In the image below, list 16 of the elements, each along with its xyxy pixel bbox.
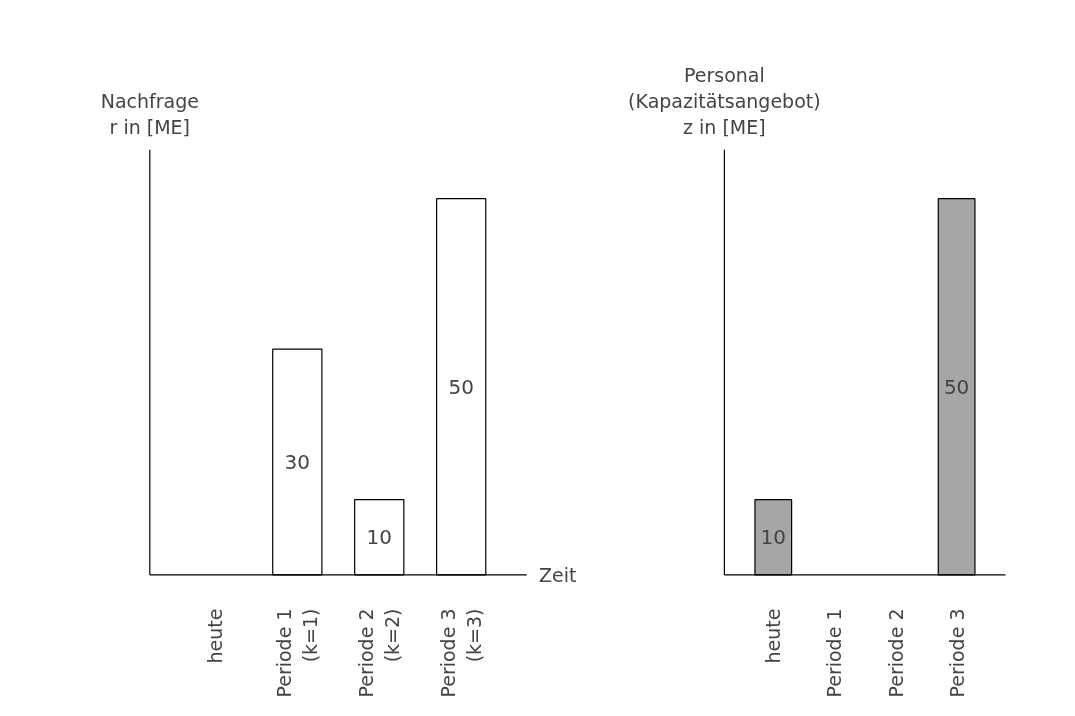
x-tick-label: Periode 2 (k=2) (355, 608, 404, 698)
x-tick-label: Periode 3 (k=3) (436, 608, 486, 698)
data-label: 30 (284, 450, 311, 475)
x-tick-label: Periode 2 (884, 608, 907, 698)
x-tick-label: Periode 1 (823, 608, 846, 698)
x-tick-label: Periode 3 (945, 608, 968, 698)
data-label: 50 (943, 374, 970, 399)
x-tick-label: heute (762, 608, 785, 664)
y-axis-title: Nachfrage r in [ME] (100, 90, 199, 139)
x-axis-title: Zeit (539, 563, 577, 586)
x-tick-label: Periode 1 (k=1) (273, 608, 322, 698)
data-label: 10 (760, 525, 787, 550)
data-label: 10 (366, 525, 392, 550)
data-label: 50 (448, 374, 474, 399)
x-tick-label: heute (204, 608, 227, 664)
y-axis-title: Personal (Kapazitätsangebot) z in [ME] (628, 63, 821, 139)
